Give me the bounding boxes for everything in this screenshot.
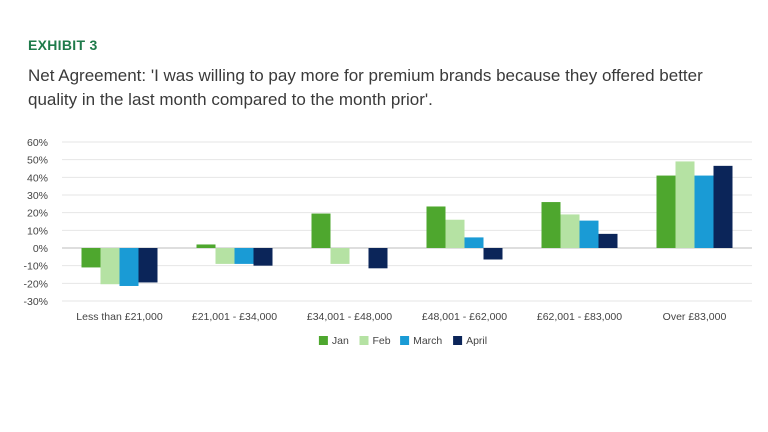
x-tick-label: Less than £21,000 xyxy=(76,311,163,323)
x-tick-label: £62,001 - £83,000 xyxy=(537,311,622,323)
bar-feb xyxy=(330,248,350,264)
y-tick-label: 0% xyxy=(33,243,48,255)
x-tick-label: Over £83,000 xyxy=(663,311,727,323)
legend-label-april: April xyxy=(466,335,487,347)
bar-april xyxy=(713,165,733,248)
bar-april xyxy=(598,233,618,248)
y-tick-label: -20% xyxy=(23,278,48,290)
legend-swatch-feb xyxy=(359,336,369,345)
y-tick-label: 10% xyxy=(27,225,48,237)
bar-feb xyxy=(445,219,465,248)
bar-march xyxy=(694,175,714,248)
legend-swatch-jan xyxy=(318,336,328,345)
y-tick-label: -30% xyxy=(23,296,48,308)
bar-march xyxy=(119,248,139,286)
bar-april xyxy=(483,248,503,260)
bar-feb xyxy=(215,248,235,264)
bar-april xyxy=(253,248,273,266)
chart-title: Net Agreement: 'I was willing to pay mor… xyxy=(28,66,703,109)
bar-feb xyxy=(560,214,580,248)
legend-label-march: March xyxy=(413,335,442,347)
bar-feb xyxy=(675,161,695,248)
bar-march xyxy=(464,237,484,248)
legend-label-jan: Jan xyxy=(332,335,349,347)
bar-april xyxy=(138,248,158,283)
bar-jan xyxy=(541,202,561,248)
y-tick-label: 40% xyxy=(27,172,48,184)
legend-label-feb: Feb xyxy=(373,335,391,347)
x-tick-label: £48,001 - £62,000 xyxy=(422,311,507,323)
y-tick-label: 20% xyxy=(27,208,48,220)
y-tick-label: -10% xyxy=(23,261,48,273)
bar-march xyxy=(579,220,599,248)
x-tick-label: £21,001 - £34,000 xyxy=(192,311,277,323)
legend-swatch-march xyxy=(400,336,410,345)
y-tick-label: 60% xyxy=(27,137,48,149)
exhibit-label: EXHIBIT 3 xyxy=(28,37,98,53)
bar-jan xyxy=(81,248,101,268)
y-tick-label: 30% xyxy=(27,190,48,202)
bar-feb xyxy=(100,248,120,285)
legend-swatch-april xyxy=(453,336,463,345)
bar-jan xyxy=(196,244,216,248)
bar-march xyxy=(234,248,254,264)
bar-april xyxy=(368,248,388,269)
x-tick-label: £34,001 - £48,000 xyxy=(307,311,392,323)
bar-jan xyxy=(311,213,331,248)
y-tick-label: 50% xyxy=(27,155,48,167)
bar-jan xyxy=(426,206,446,248)
bar-jan xyxy=(656,175,676,248)
